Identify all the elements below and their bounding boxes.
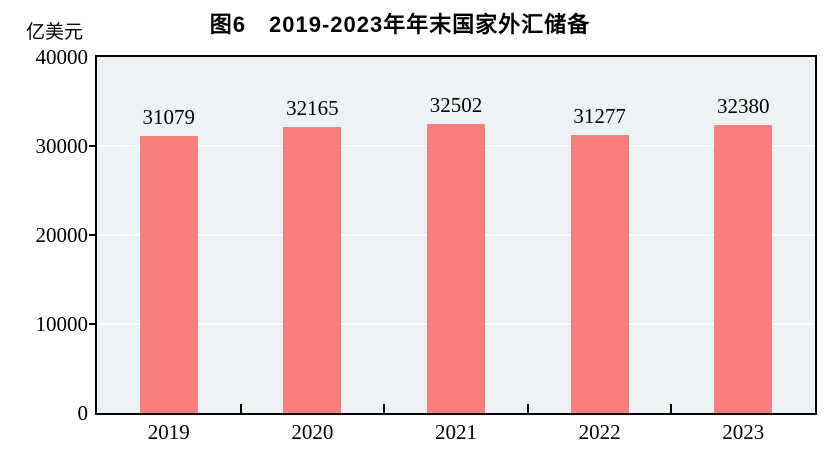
x-axis-category-label: 2020 <box>291 420 334 444</box>
bar-2022 <box>570 135 629 413</box>
bar-2019 <box>139 136 198 413</box>
x-axis-category-label: 2023 <box>722 420 765 444</box>
y-axis-tick <box>89 145 97 147</box>
y-axis-tick-label: 20000 <box>35 223 89 247</box>
y-axis-tick <box>89 234 97 236</box>
bar-value-label: 32502 <box>429 93 483 117</box>
y-axis-tick-label: 0 <box>77 401 89 425</box>
y-axis-tick-label: 30000 <box>35 134 89 158</box>
bar-2023 <box>714 125 773 413</box>
bar-value-label: 32165 <box>286 96 339 120</box>
bar-2020 <box>283 127 342 413</box>
y-axis-tick-label: 10000 <box>35 312 89 336</box>
x-axis-tick <box>239 404 242 413</box>
y-axis-tick-label: 40000 <box>35 45 89 69</box>
y-axis-tick <box>89 323 97 325</box>
x-axis-tick <box>670 404 673 413</box>
bar-value-label: 31277 <box>573 104 626 128</box>
x-axis-category-label: 2022 <box>578 420 621 444</box>
bar-value-label: 32380 <box>716 94 770 118</box>
x-axis-tick <box>383 404 386 413</box>
x-axis-category-label: 2021 <box>435 420 477 444</box>
y-axis-unit-label: 亿美元 <box>26 22 84 43</box>
bar-value-label: 31079 <box>142 105 196 129</box>
chart-title: 图6 2019-2023年年末国家外汇储备 <box>209 12 591 37</box>
x-axis-category-label: 2019 <box>147 420 190 444</box>
x-axis-tick <box>526 404 529 413</box>
bar-2021 <box>427 124 485 413</box>
